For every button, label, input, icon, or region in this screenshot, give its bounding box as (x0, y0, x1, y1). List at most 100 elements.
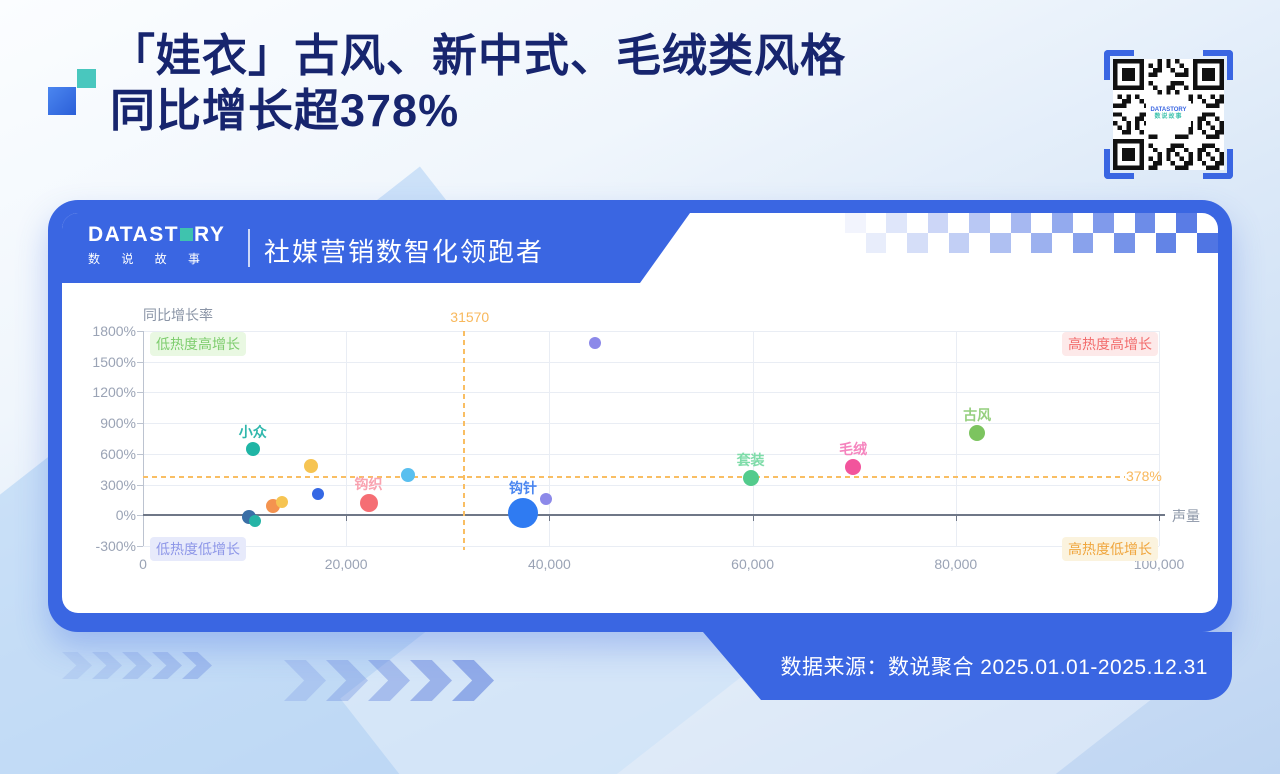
checker-cell (907, 233, 928, 253)
checker-cell (1176, 213, 1197, 233)
quadrant-label-bottom-right: 高热度低增长 (1062, 537, 1158, 561)
page-title: 「娃衣」古风、新中式、毛绒类风格 同比增长超378% (110, 28, 846, 139)
v-gridline (346, 331, 348, 546)
checker-cell (886, 213, 908, 233)
qr-center-text: DATASTORY (1150, 107, 1187, 113)
scatter-point[interactable] (540, 492, 553, 505)
v-gridline (1159, 331, 1160, 546)
v-gridline (955, 331, 957, 546)
point-label-套装: 套装 (736, 452, 765, 469)
y-tick-label: 0% (115, 507, 136, 524)
qr-bracket-icon (1203, 149, 1233, 179)
v-gridline (752, 331, 754, 546)
logo-square-icon (180, 228, 193, 241)
checker-cell (969, 213, 990, 233)
checker-cell (1093, 213, 1115, 233)
page-title-line2: 同比增长超378% (110, 85, 460, 137)
x-tick-mark (346, 516, 348, 522)
checker-cell (1134, 213, 1156, 233)
scatter-point-钩织[interactable] (359, 494, 378, 512)
chevron-icon (284, 660, 326, 701)
x-tick-mark (1159, 516, 1160, 522)
y-tick-label: 1800% (92, 323, 136, 339)
vertical-reference-label: 31570 (450, 309, 490, 325)
report-card-body: DATAST RY 数 说 故 事 社媒营销数智化领跑者 同比增长率 1800% 15… (62, 213, 1218, 613)
title-decoration-teal-square (77, 69, 96, 88)
checker-cell (865, 233, 887, 253)
qr-pattern: DATASTORY 数说故事 (1113, 59, 1224, 170)
chevron-icon (122, 652, 152, 679)
scatter-point-古风[interactable] (969, 424, 986, 441)
scatter-point-钩针[interactable] (507, 497, 538, 528)
y-tick-mark (137, 423, 143, 425)
x-tick-label: 40,000 (527, 556, 571, 572)
x-tick-mark (752, 516, 754, 522)
scatter-point[interactable] (276, 495, 289, 508)
x-tick-label: 0 (139, 556, 147, 572)
y-tick-mark (137, 361, 143, 363)
y-tick-mark (137, 392, 143, 394)
scatter-point[interactable] (303, 458, 318, 473)
qr-center-text: 数说故事 (1154, 114, 1183, 120)
x-tick-label: 20,000 (324, 556, 368, 572)
chevron-icon (326, 660, 368, 701)
scatter-point[interactable] (311, 487, 324, 500)
chevron-icon (152, 652, 182, 679)
scatter-point[interactable] (401, 467, 416, 482)
y-tick-label: 300% (100, 476, 136, 493)
header-tagline: 社媒营销数智化领跑者 (264, 237, 545, 267)
qr-bracket-icon (1203, 50, 1233, 80)
h-gridline (143, 423, 1159, 425)
checker-cell (927, 213, 949, 233)
point-label-古风: 古风 (963, 406, 992, 423)
source-text: 数据来源：数说聚合 2025.01.01-2025.12.31 (780, 656, 1208, 679)
checker-cell (1196, 233, 1218, 253)
vertical-reference-line (462, 331, 465, 550)
scatter-point[interactable] (248, 515, 261, 528)
h-gridline (143, 453, 1159, 455)
x-tick-label: 80,000 (934, 556, 978, 572)
datastory-logo: DATAST RY 数 说 故 事 (88, 223, 228, 267)
quadrant-label-bottom-left: 低热度低增长 (150, 537, 246, 561)
checker-cell (948, 233, 970, 253)
v-gridline (549, 331, 551, 546)
y-axis-title: 同比增长率 (143, 307, 213, 323)
h-gridline (143, 484, 1159, 486)
point-label-钩织: 钩织 (354, 476, 383, 492)
x-axis-title: 声量 (1172, 508, 1200, 525)
h-gridline (143, 331, 1159, 332)
checker-cell (1155, 233, 1177, 253)
chevron-icon (452, 660, 494, 701)
h-gridline (143, 546, 1159, 547)
point-label-小众: 小众 (238, 423, 267, 440)
qr-bracket-icon (1104, 50, 1134, 80)
checker-cell (989, 233, 1011, 253)
horizontal-reference-line (143, 475, 1125, 478)
chevron-icon (368, 660, 410, 701)
horizontal-reference-label: 378% (1126, 467, 1162, 484)
header-divider (248, 229, 250, 267)
scatter-point[interactable] (589, 336, 602, 349)
x-axis-line (143, 514, 1165, 517)
chevron-icon (92, 652, 122, 679)
scatter-point-套装[interactable] (742, 470, 759, 487)
logo-chinese: 数 说 故 事 (88, 252, 210, 266)
scatter-point-小众[interactable] (245, 441, 260, 456)
y-tick-label: -300% (95, 538, 136, 554)
checker-cell (1052, 213, 1073, 233)
point-label-钩针: 钩针 (508, 479, 537, 496)
y-tick-mark (137, 515, 143, 517)
scatter-point-毛绒[interactable] (845, 458, 862, 475)
y-tick-label: 900% (100, 415, 136, 432)
qr-center-logo: DATASTORY 数说故事 (1146, 101, 1191, 127)
checker-cell (1072, 233, 1094, 253)
page-title-line1: 「娃衣」古风、新中式、毛绒类风格 (110, 30, 847, 81)
quadrant-label-top-left: 低热度高增长 (150, 332, 246, 356)
x-tick-label: 60,000 (731, 556, 774, 572)
qr-code: DATASTORY 数说故事 (1104, 50, 1233, 179)
y-axis-line (143, 331, 144, 546)
h-gridline (143, 361, 1159, 363)
y-tick-label: 1200% (92, 384, 136, 401)
x-tick-mark (955, 516, 957, 522)
